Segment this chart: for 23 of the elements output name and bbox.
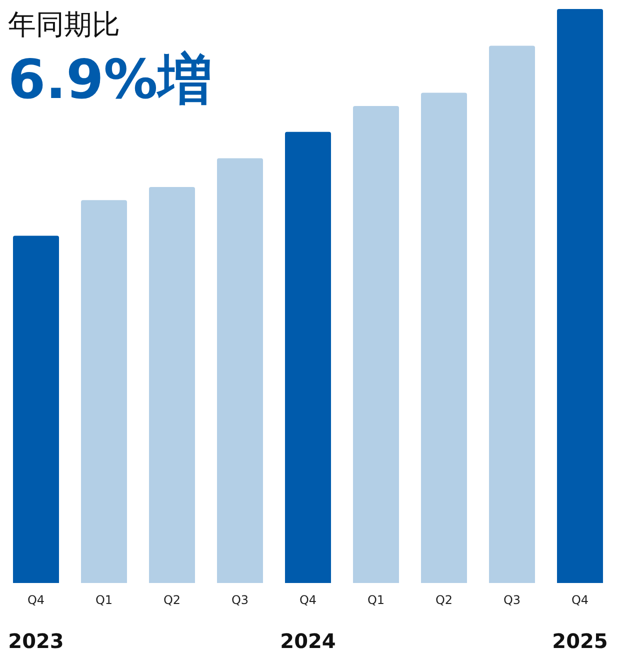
text: 2024 bbox=[280, 629, 336, 652]
x-tick-label: Q4 bbox=[27, 593, 45, 607]
bar bbox=[353, 106, 399, 583]
x-tick-label: Q2 bbox=[163, 593, 181, 607]
chart-title: 年同期比 bbox=[8, 8, 120, 41]
x-tick-label: Q4 bbox=[299, 593, 317, 607]
bar bbox=[285, 132, 331, 583]
bar bbox=[81, 200, 127, 583]
bar bbox=[421, 92, 467, 583]
x-tick-label: Q2 bbox=[435, 593, 453, 607]
bar bbox=[489, 46, 535, 583]
x-tick-label: Q1 bbox=[95, 593, 113, 607]
bar bbox=[13, 236, 59, 583]
bar bbox=[149, 186, 195, 583]
x-tick-label: Q1 bbox=[367, 593, 385, 607]
bar bbox=[217, 158, 263, 583]
x-tick-label: Q3 bbox=[503, 593, 521, 607]
bar bbox=[557, 9, 603, 583]
x-tick-label: Q3 bbox=[231, 593, 249, 607]
x-tick-label: Q4 bbox=[571, 593, 589, 607]
text: 6.9%増 bbox=[8, 48, 212, 111]
text: 2025 bbox=[552, 629, 608, 652]
text: 2023 bbox=[8, 629, 64, 652]
